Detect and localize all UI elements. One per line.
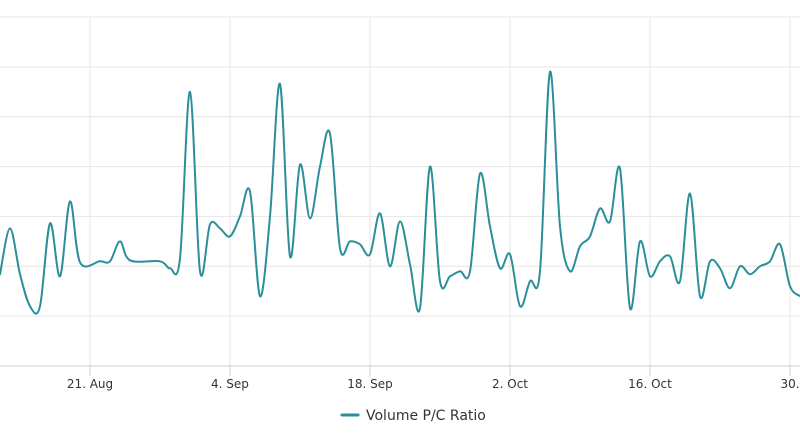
x-tick-label-3: 2. Oct xyxy=(492,377,528,391)
x-tick-label-2: 18. Sep xyxy=(347,377,393,391)
legend[interactable]: Volume P/C Ratio xyxy=(340,408,486,424)
x-tick-label-4: 16. Oct xyxy=(628,377,672,391)
x-tick-label-5: 30. xyxy=(780,377,799,391)
series-line-volume-pc-ratio[interactable] xyxy=(0,70,800,315)
grid xyxy=(0,16,800,367)
x-axis-ticks: 21. Aug 4. Sep 18. Sep 2. Oct 16. Oct 30. xyxy=(67,366,800,391)
x-tick-label-1: 4. Sep xyxy=(211,377,249,391)
legend-label-volume-pc-ratio[interactable]: Volume P/C Ratio xyxy=(366,408,486,424)
series-layer xyxy=(0,70,800,315)
x-tick-label-0: 21. Aug xyxy=(67,377,113,391)
